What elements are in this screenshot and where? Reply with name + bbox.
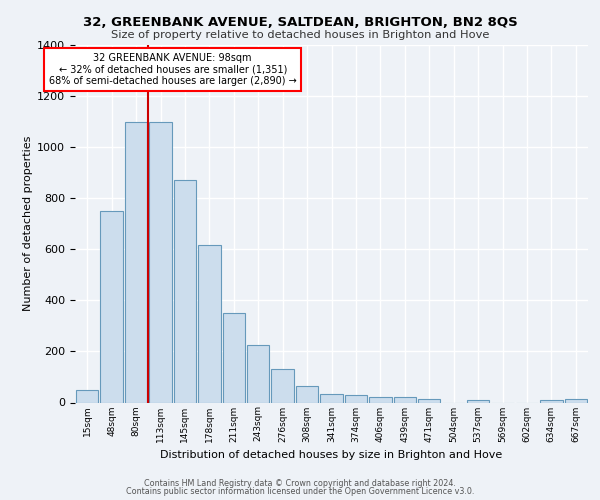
Bar <box>271 370 294 402</box>
Bar <box>540 400 563 402</box>
Bar <box>198 246 221 402</box>
X-axis label: Distribution of detached houses by size in Brighton and Hove: Distribution of detached houses by size … <box>160 450 503 460</box>
Bar <box>344 395 367 402</box>
Bar <box>394 397 416 402</box>
Bar <box>467 400 490 402</box>
Bar <box>125 122 148 402</box>
Bar <box>418 399 440 402</box>
Text: Size of property relative to detached houses in Brighton and Hove: Size of property relative to detached ho… <box>111 30 489 40</box>
Bar <box>76 390 98 402</box>
Bar <box>223 313 245 402</box>
Bar <box>320 394 343 402</box>
Bar <box>247 345 269 403</box>
Text: 32, GREENBANK AVENUE, SALTDEAN, BRIGHTON, BN2 8QS: 32, GREENBANK AVENUE, SALTDEAN, BRIGHTON… <box>83 16 517 29</box>
Bar <box>296 386 319 402</box>
Bar <box>100 211 123 402</box>
Y-axis label: Number of detached properties: Number of detached properties <box>23 136 33 312</box>
Bar <box>565 399 587 402</box>
Bar <box>173 180 196 402</box>
Text: Contains HM Land Registry data © Crown copyright and database right 2024.: Contains HM Land Registry data © Crown c… <box>144 479 456 488</box>
Bar <box>369 397 392 402</box>
Text: 32 GREENBANK AVENUE: 98sqm
← 32% of detached houses are smaller (1,351)
68% of s: 32 GREENBANK AVENUE: 98sqm ← 32% of deta… <box>49 52 296 86</box>
Bar <box>149 122 172 402</box>
Text: Contains public sector information licensed under the Open Government Licence v3: Contains public sector information licen… <box>126 487 474 496</box>
